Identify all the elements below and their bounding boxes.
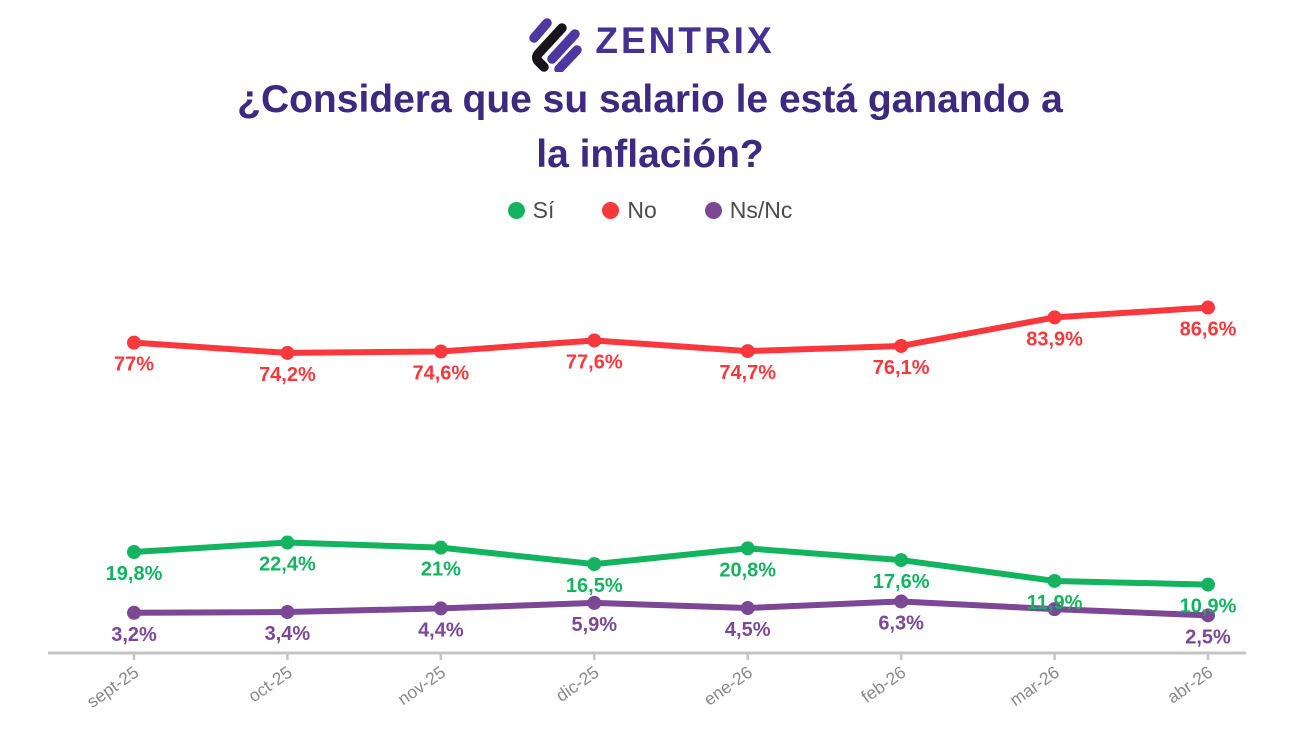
data-point xyxy=(280,605,295,620)
value-label: 86,6% xyxy=(1180,319,1237,341)
value-label: 3,4% xyxy=(265,623,311,645)
legend-dot-si xyxy=(507,201,525,219)
value-label: 77% xyxy=(114,354,154,376)
line-chart: sept-25 oct-25 nov-25 dic-25 ene-26 feb-26 mar… xyxy=(48,300,1246,712)
value-label: 77,6% xyxy=(566,351,623,373)
data-point xyxy=(433,540,448,555)
value-label: 74,6% xyxy=(413,362,470,384)
legend-item-nsnc: Ns/Nc xyxy=(704,196,793,224)
value-label: 74,2% xyxy=(259,364,316,386)
value-label: 76,1% xyxy=(873,357,930,379)
data-point xyxy=(587,333,602,348)
chart-area: sept-25 oct-25 nov-25 dic-25 ene-26 feb-26 mar… xyxy=(0,240,1300,731)
legend-item-no: No xyxy=(602,196,657,224)
data-point xyxy=(433,601,448,616)
value-label: 21% xyxy=(421,559,461,581)
data-point xyxy=(1201,300,1216,315)
value-label: 22,4% xyxy=(259,554,316,576)
data-point xyxy=(127,605,141,620)
value-label: 3,2% xyxy=(111,624,157,646)
data-point xyxy=(740,601,755,616)
value-label: 4,4% xyxy=(418,619,464,641)
x-tick-label: sept-25 xyxy=(83,662,142,712)
x-tick-label: ene-26 xyxy=(700,662,756,710)
series-line-nsnc xyxy=(131,598,1212,619)
x-tick-label: abr-26 xyxy=(1163,662,1216,707)
data-point xyxy=(127,335,141,350)
value-label: 17,6% xyxy=(873,571,930,593)
value-label: 19,8% xyxy=(106,563,163,585)
value-label: 20,8% xyxy=(719,559,776,581)
data-point xyxy=(894,338,909,353)
legend-item-si: Sí xyxy=(507,196,555,224)
series-line-s xyxy=(131,539,1212,588)
value-label: 10,9% xyxy=(1180,596,1237,618)
value-label: 11,9% xyxy=(1027,592,1083,614)
x-tick-label: oct-25 xyxy=(244,662,295,706)
data-point xyxy=(433,344,448,359)
chart-legend: Sí No Ns/Nc xyxy=(0,197,1300,224)
value-label: 6,3% xyxy=(878,612,924,634)
legend-dot-nsnc xyxy=(704,201,722,219)
value-label: 74,7% xyxy=(719,362,776,384)
legend-label-no: No xyxy=(627,196,657,223)
x-tick-label: dic-25 xyxy=(552,662,603,706)
data-point xyxy=(894,594,909,609)
data-point xyxy=(280,345,295,360)
data-point xyxy=(587,557,602,572)
data-point xyxy=(740,344,755,359)
data-point xyxy=(740,541,755,556)
value-label: 5,9% xyxy=(571,614,617,636)
legend-label-nsnc: Ns/Nc xyxy=(729,196,793,223)
x-tick-label: nov-25 xyxy=(394,662,449,709)
chart-title-line-1: ¿Considera que su salario le está ganand… xyxy=(237,78,1063,121)
data-point xyxy=(1047,573,1062,588)
chart-title: ¿Considera que su salario le está ganand… xyxy=(0,72,1300,183)
legend-dot-no xyxy=(602,201,620,219)
zentrix-logo-icon xyxy=(529,18,583,72)
series-line-no xyxy=(131,304,1212,356)
value-label: 2,5% xyxy=(1185,626,1231,648)
data-point xyxy=(1047,310,1062,325)
value-label: 83,9% xyxy=(1026,328,1083,350)
x-tick-label: mar-26 xyxy=(1006,662,1063,710)
data-point xyxy=(1201,577,1216,592)
x-tick-label: feb-26 xyxy=(857,662,909,707)
data-point xyxy=(280,535,295,550)
data-point xyxy=(894,553,909,568)
data-point xyxy=(1201,608,1216,623)
legend-label-si: Sí xyxy=(532,196,555,223)
zentrix-logo: ZENTRIX xyxy=(0,0,1300,72)
value-label: 4,5% xyxy=(725,619,771,641)
data-point xyxy=(587,595,602,610)
chart-title-line-2: la inflación? xyxy=(536,133,764,177)
value-label: 16,5% xyxy=(566,575,623,597)
zentrix-logo-text: ZENTRIX xyxy=(595,20,775,61)
data-point xyxy=(127,545,141,560)
data-point xyxy=(1047,602,1062,617)
